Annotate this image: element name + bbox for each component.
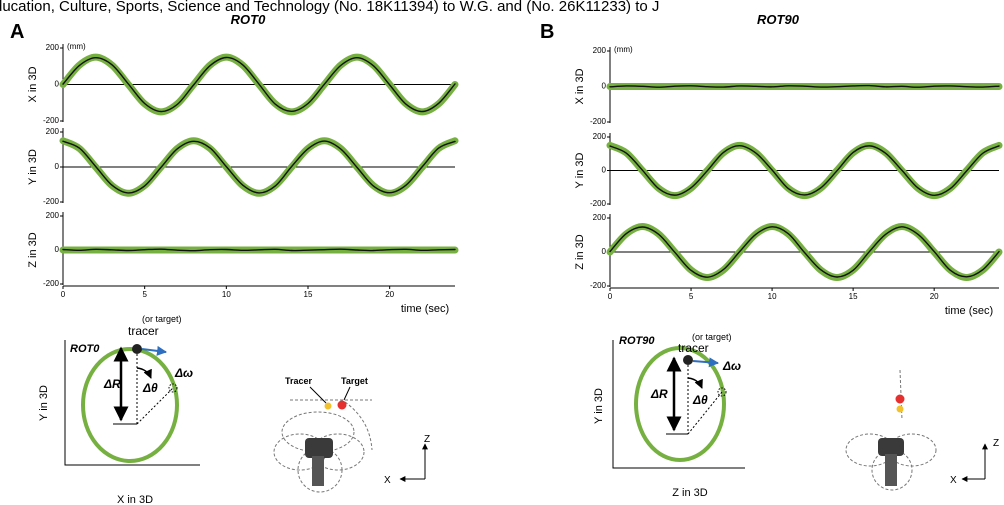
y-tick-label: -200 bbox=[590, 117, 607, 126]
x-tick-label: 15 bbox=[304, 290, 313, 299]
y-tick-label: 200 bbox=[46, 43, 60, 52]
panel-letter: B bbox=[540, 21, 554, 43]
target-dot bbox=[168, 383, 178, 393]
tracer-dot bbox=[132, 344, 142, 354]
tracer-marker bbox=[896, 405, 904, 413]
target-dot bbox=[717, 387, 727, 397]
y-tick-label: -200 bbox=[43, 279, 60, 288]
delta-omega: Δω bbox=[174, 366, 193, 380]
y-tick-label: 0 bbox=[55, 162, 60, 171]
y-tick-label: 0 bbox=[602, 82, 607, 91]
axis-z: Z bbox=[993, 438, 999, 449]
tracer-line bbox=[62, 248, 456, 252]
x-tick-label: 10 bbox=[768, 292, 777, 301]
x-tick-label: 20 bbox=[385, 290, 394, 299]
delta-omega: Δω bbox=[722, 359, 741, 373]
y-label: Z in 3D bbox=[574, 234, 586, 270]
y-tick-label: 0 bbox=[55, 80, 60, 89]
delta-theta: Δθ bbox=[142, 381, 158, 395]
x-label: time (sec) bbox=[945, 305, 993, 317]
pointer bbox=[343, 386, 351, 401]
robot-body bbox=[878, 438, 904, 456]
tracer-marker bbox=[324, 402, 332, 410]
x-tick-label: 10 bbox=[222, 290, 231, 299]
y-tick-label: 200 bbox=[593, 213, 607, 222]
y-tick-label: 200 bbox=[593, 132, 607, 141]
y-tick-label: 0 bbox=[55, 245, 60, 254]
diagram-xlabel: X in 3D bbox=[117, 494, 153, 505]
circle-path bbox=[81, 347, 179, 463]
y-label: Z in 3D bbox=[27, 232, 39, 268]
y-tick-label: -200 bbox=[43, 116, 60, 125]
x-tick-label: 15 bbox=[849, 292, 858, 301]
diagram-title: ROT0 bbox=[70, 343, 100, 355]
delta-theta: Δθ bbox=[692, 393, 708, 407]
delta-r: ΔR bbox=[103, 377, 121, 391]
y-tick-label: 200 bbox=[46, 127, 60, 136]
axis-x: X bbox=[384, 475, 391, 486]
diagram-ylabel: Y in 3D bbox=[38, 385, 50, 421]
x-tick-label: 5 bbox=[142, 290, 147, 299]
diagram-b: ROT90 (or target) tracer ΔR Δθ Δω Y in 3… bbox=[593, 332, 999, 499]
diagram-title: ROT90 bbox=[619, 335, 655, 347]
target-marker bbox=[895, 394, 905, 404]
tracer-label: tracer bbox=[678, 341, 709, 355]
unit-label: (mm) bbox=[614, 45, 633, 54]
angle-line bbox=[687, 391, 723, 435]
robot-body bbox=[305, 438, 333, 458]
panel-title: ROT0 bbox=[231, 12, 266, 27]
y-tick-label: 200 bbox=[593, 46, 607, 55]
diagram-axes bbox=[64, 340, 200, 466]
pointer bbox=[309, 386, 327, 404]
y-label: X in 3D bbox=[27, 66, 39, 102]
y-label: Y in 3D bbox=[27, 149, 39, 185]
y-tick-label: -200 bbox=[43, 197, 60, 206]
panel-letter: A bbox=[10, 21, 24, 43]
target-note: (or target) bbox=[692, 332, 732, 342]
tracer-line bbox=[62, 140, 456, 194]
diagram-axes bbox=[612, 340, 745, 469]
y-tick-label: -200 bbox=[590, 199, 607, 208]
axis-x: X bbox=[950, 475, 957, 486]
y-tick-label: 0 bbox=[602, 166, 607, 175]
x-tick-label: 0 bbox=[61, 290, 66, 299]
header-text: ducation, Culture, Sports, Science and T… bbox=[0, 0, 659, 15]
circle-path bbox=[634, 346, 726, 462]
robot-post bbox=[885, 454, 897, 486]
target-marker bbox=[337, 400, 347, 410]
x-label: time (sec) bbox=[401, 303, 449, 315]
tracer-dot bbox=[683, 355, 693, 365]
direction-arrow bbox=[141, 345, 167, 356]
x-tick-label: 0 bbox=[608, 292, 613, 301]
tracer-label: tracer bbox=[128, 324, 159, 338]
delta-r: ΔR bbox=[650, 387, 668, 401]
target-note: (or target) bbox=[142, 314, 182, 324]
panel-title: ROT90 bbox=[757, 12, 800, 27]
tracer-line bbox=[609, 84, 1000, 88]
angle-arc bbox=[136, 367, 152, 379]
photo-tracer: Tracer bbox=[285, 376, 313, 386]
tracer-line bbox=[609, 145, 1000, 196]
angle-line bbox=[136, 387, 174, 425]
y-label: Y in 3D bbox=[574, 153, 586, 189]
axis-z: Z bbox=[424, 434, 430, 445]
y-tick-label: 200 bbox=[46, 211, 60, 220]
robot-post bbox=[312, 456, 324, 486]
photo-target: Target bbox=[341, 376, 368, 386]
unit-label: (mm) bbox=[67, 42, 86, 51]
y-label: X in 3D bbox=[574, 68, 586, 104]
x-tick-label: 5 bbox=[689, 292, 694, 301]
tracer-line bbox=[62, 56, 456, 113]
y-tick-label: -200 bbox=[590, 281, 607, 290]
tracer-line bbox=[609, 226, 1000, 278]
angle-arc bbox=[687, 377, 703, 389]
diagram-ylabel: Y in 3D bbox=[593, 388, 605, 424]
y-tick-label: 0 bbox=[602, 247, 607, 256]
diagram-a: ROT0 (or target) tracer ΔR Δθ Δω Y in 3D… bbox=[38, 314, 430, 505]
direction-arrow bbox=[692, 357, 719, 368]
diagram-xlabel: Z in 3D bbox=[672, 487, 708, 499]
x-tick-label: 20 bbox=[930, 292, 939, 301]
